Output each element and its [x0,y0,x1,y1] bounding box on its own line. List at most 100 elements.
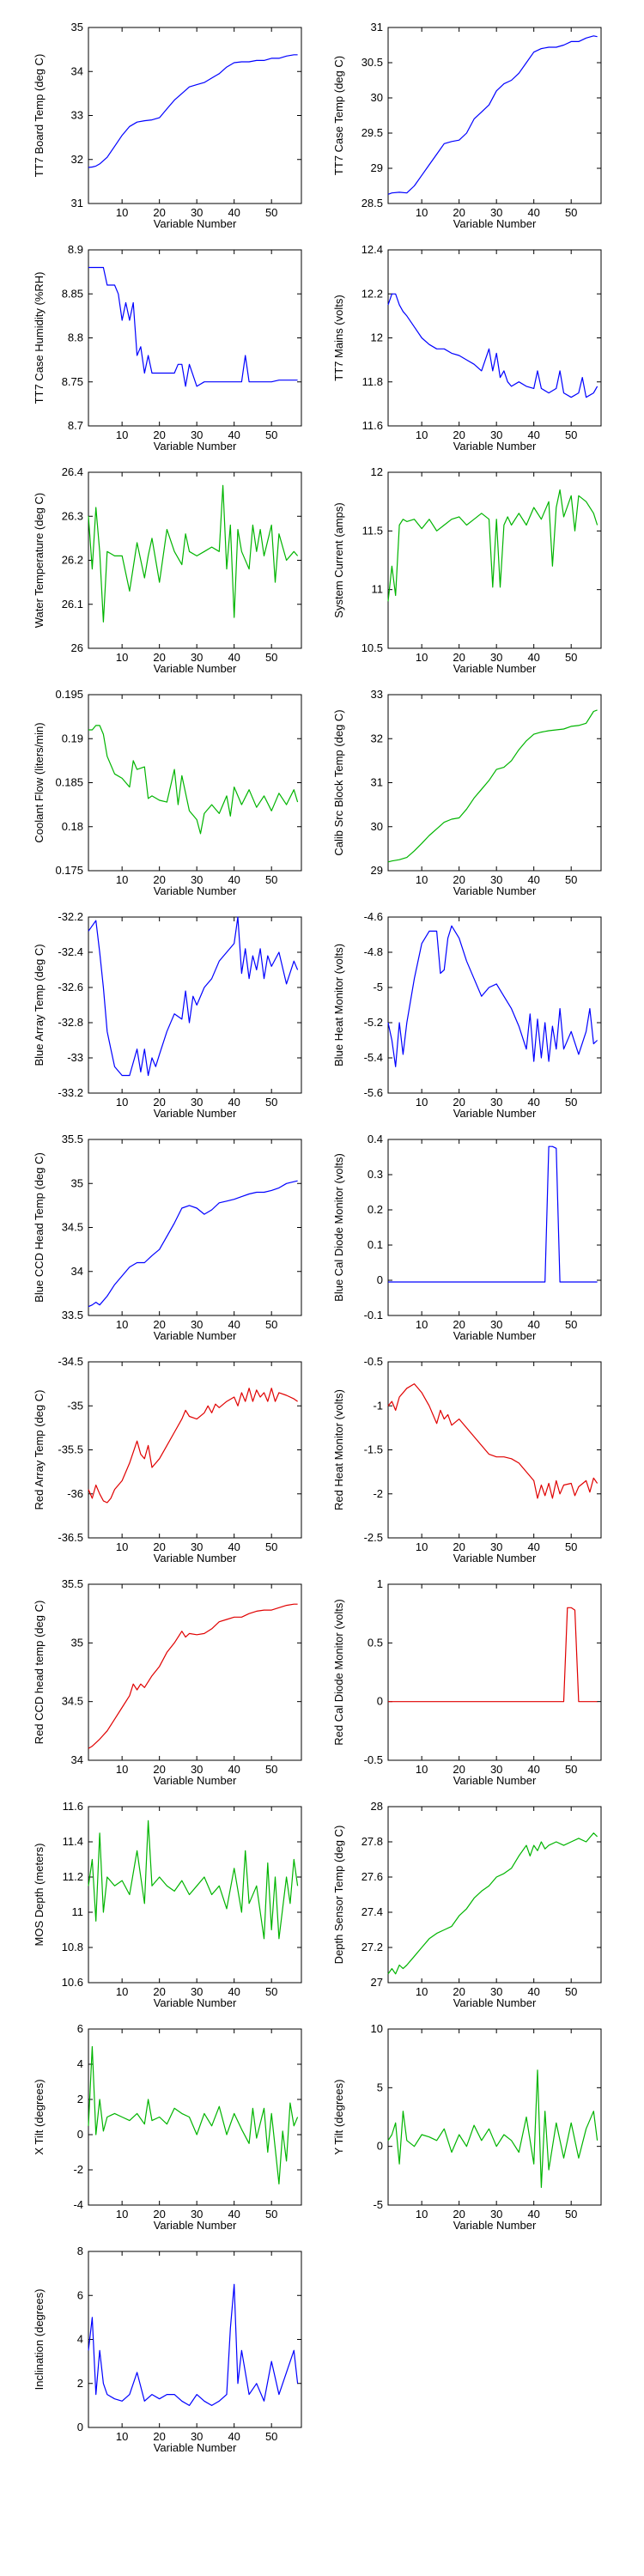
y-tick-label: 31 [371,776,383,789]
series-line [88,1388,298,1504]
plot-frame [88,694,302,872]
y-tick-label: 0.185 [55,776,83,789]
x-tick-label: 50 [265,428,277,441]
x-tick-label: 30 [191,1985,203,1998]
chart-panel: 10 20 30 40 50 11.6 11.8 12 12.2 12.4 Variable Num… [332,243,602,453]
y-axis-label: Depth Sensor Temp (deg C) [332,1826,345,1965]
y-tick-label: -33.2 [58,1086,83,1099]
y-tick-label: -36.5 [58,1531,83,1544]
y-tick-label: 27 [371,1976,383,1989]
x-tick-label: 20 [453,206,465,219]
y-tick-label: 26.4 [62,465,83,478]
x-tick-label: 40 [228,2208,240,2221]
y-tick-label: 11.8 [362,375,383,388]
y-tick-label: -2.5 [364,1531,383,1544]
y-tick-label: 5 [377,2081,383,2093]
y-axis-label: Red Heat Monitor (volts) [332,1389,345,1510]
x-tick-label: 40 [527,206,539,219]
plot-frame [387,1806,602,1984]
x-tick-label: 40 [527,1763,539,1776]
x-tick-label: 40 [527,1096,539,1109]
x-tick-label: 10 [116,651,128,664]
x-tick-label: 10 [116,206,128,219]
x-tick-label: 50 [565,206,577,219]
y-tick-label: 2 [77,2377,83,2390]
chart-panel: 10 20 30 40 50 -4 -2 0 2 4 6 Variable Number X Tilt … [33,2022,302,2232]
y-axis-label: Blue Array Temp (deg C) [33,944,46,1066]
x-tick-label: 50 [565,1096,577,1109]
series-line [387,709,598,863]
plot-frame [387,1139,602,1316]
y-tick-label: 33.5 [62,1309,83,1321]
x-axis-label: Variable Number [453,2219,537,2232]
series-line [387,1382,598,1499]
y-tick-label: -4.8 [364,945,383,958]
x-axis-label: Variable Number [453,1107,537,1120]
y-tick-label: 11.2 [63,1870,83,1883]
x-tick-label: 10 [116,873,128,886]
y-tick-label: 31 [71,197,83,210]
y-axis-label: Blue CCD Head Temp (deg C) [33,1152,46,1303]
y-tick-label: 26.1 [62,598,83,611]
y-tick-label: 27.4 [361,1905,383,1918]
y-tick-label: 11.6 [63,1800,83,1813]
chart-panel: 10 20 30 40 50 -36.5 -36 -35.5 -35 -34.5 Variable … [33,1355,302,1564]
y-tick-label: -5.2 [364,1016,383,1029]
x-tick-label: 50 [565,1318,577,1331]
x-tick-label: 20 [453,1318,465,1331]
series-line [388,1145,598,1283]
y-tick-label: -33 [67,1051,83,1064]
x-axis-label: Variable Number [453,1996,537,2009]
chart-panel: 10 20 30 40 50 28.5 29 29.5 30 30.5 31 Variable Num… [332,21,602,230]
x-tick-label: 40 [527,651,539,664]
series-line [387,925,598,1067]
y-tick-label: -32.6 [58,981,83,993]
x-tick-label: 30 [191,1318,203,1331]
x-tick-label: 20 [153,651,165,664]
y-tick-label: -4 [73,2198,83,2211]
y-tick-label: -0.5 [364,1355,383,1368]
x-tick-label: 40 [228,1318,240,1331]
y-tick-label: 0.175 [55,864,83,877]
chart-panel: 10 20 30 40 50 29 30 31 32 33 Variable Number Calib… [332,688,602,897]
y-tick-label: 26.2 [62,554,83,567]
y-axis-label: Blue Heat Monitor (volts) [332,944,345,1066]
x-tick-label: 10 [116,2430,128,2443]
y-tick-label: 34.5 [62,1221,83,1234]
x-tick-label: 50 [565,651,577,664]
y-axis-label: TT7 Board Temp (deg C) [33,54,46,178]
series-line [88,916,299,1077]
x-tick-label: 10 [416,206,428,219]
y-tick-label: 27.2 [361,1941,383,1953]
x-tick-label: 50 [265,2208,277,2221]
y-tick-label: 33 [71,109,83,122]
x-tick-label: 20 [453,1540,465,1553]
x-tick-label: 50 [265,1096,277,1109]
plot-frame [387,1583,602,1761]
y-tick-label: 30 [371,820,383,833]
x-tick-label: 30 [490,651,502,664]
x-tick-label: 20 [153,428,165,441]
x-tick-label: 50 [565,2208,577,2221]
x-tick-label: 30 [191,873,203,886]
x-tick-label: 40 [228,1763,240,1776]
y-tick-label: -36 [67,1487,83,1500]
series-line [88,54,298,168]
chart-panel: 10 20 30 40 50 -0.1 0 0.1 0.2 0.3 0.4 Variable Numb… [332,1133,602,1342]
x-tick-label: 30 [490,206,502,219]
y-tick-label: 6 [77,2288,83,2301]
x-tick-label: 10 [416,1763,428,1776]
x-tick-label: 50 [265,1318,277,1331]
plot-frame [387,27,602,204]
x-axis-label: Variable Number [154,2441,237,2454]
x-tick-label: 30 [490,1540,502,1553]
x-axis-label: Variable Number [154,662,237,675]
series-line [88,1180,298,1308]
x-tick-label: 40 [228,206,240,219]
y-tick-label: 0 [377,2140,383,2153]
chart-panel: 10 20 30 40 50 -5.6 -5.4 -5.2 -5 -4.8 -4.6 Variable… [332,910,602,1120]
y-axis-label: MOS Depth (meters) [33,1844,46,1947]
y-tick-label: -5 [373,981,383,993]
x-axis-label: Variable Number [154,1552,237,1564]
x-axis-label: Variable Number [154,1996,237,2009]
